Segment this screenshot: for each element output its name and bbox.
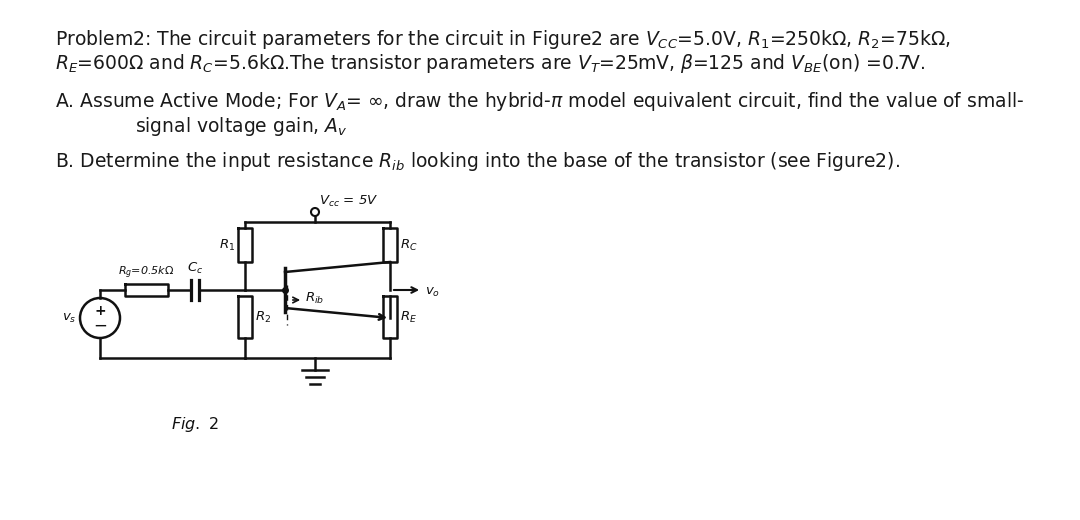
Text: $v_o$: $v_o$ bbox=[426, 285, 440, 298]
Text: $v_s$: $v_s$ bbox=[62, 311, 76, 324]
Text: +: + bbox=[94, 304, 106, 318]
Text: B. Determine the input resistance $R_{ib}$ looking into the base of the transist: B. Determine the input resistance $R_{ib… bbox=[55, 150, 900, 173]
Text: $R_1$: $R_1$ bbox=[219, 238, 235, 253]
Text: Problem2: The circuit parameters for the circuit in Figure2 are $V_{CC}$=5.0V, $: Problem2: The circuit parameters for the… bbox=[55, 28, 950, 51]
Text: $\it{Fig.}$ 2: $\it{Fig.}$ 2 bbox=[172, 415, 219, 434]
Text: signal voltage gain, $A_v$: signal voltage gain, $A_v$ bbox=[135, 115, 348, 138]
Text: $R_g$=0.5k$\Omega$: $R_g$=0.5k$\Omega$ bbox=[119, 265, 175, 281]
Text: $C_c$: $C_c$ bbox=[187, 261, 203, 276]
Text: $R_E$: $R_E$ bbox=[400, 309, 417, 324]
Text: $R_{ib}$: $R_{ib}$ bbox=[305, 291, 324, 306]
Text: −: − bbox=[93, 317, 107, 335]
Text: $R_E$=600$\Omega$ and $R_C$=5.6k$\Omega$.The transistor parameters are $V_T$=25m: $R_E$=600$\Omega$ and $R_C$=5.6k$\Omega$… bbox=[55, 52, 926, 75]
Text: $R_2$: $R_2$ bbox=[255, 309, 271, 324]
Text: $V_{cc}$ = 5V: $V_{cc}$ = 5V bbox=[319, 194, 378, 209]
Text: A. Assume Active Mode; For $V_A$= $\infty$, draw the hybrid-$\pi$ model equivale: A. Assume Active Mode; For $V_A$= $\inft… bbox=[55, 90, 1024, 113]
Text: $R_C$: $R_C$ bbox=[400, 238, 418, 253]
